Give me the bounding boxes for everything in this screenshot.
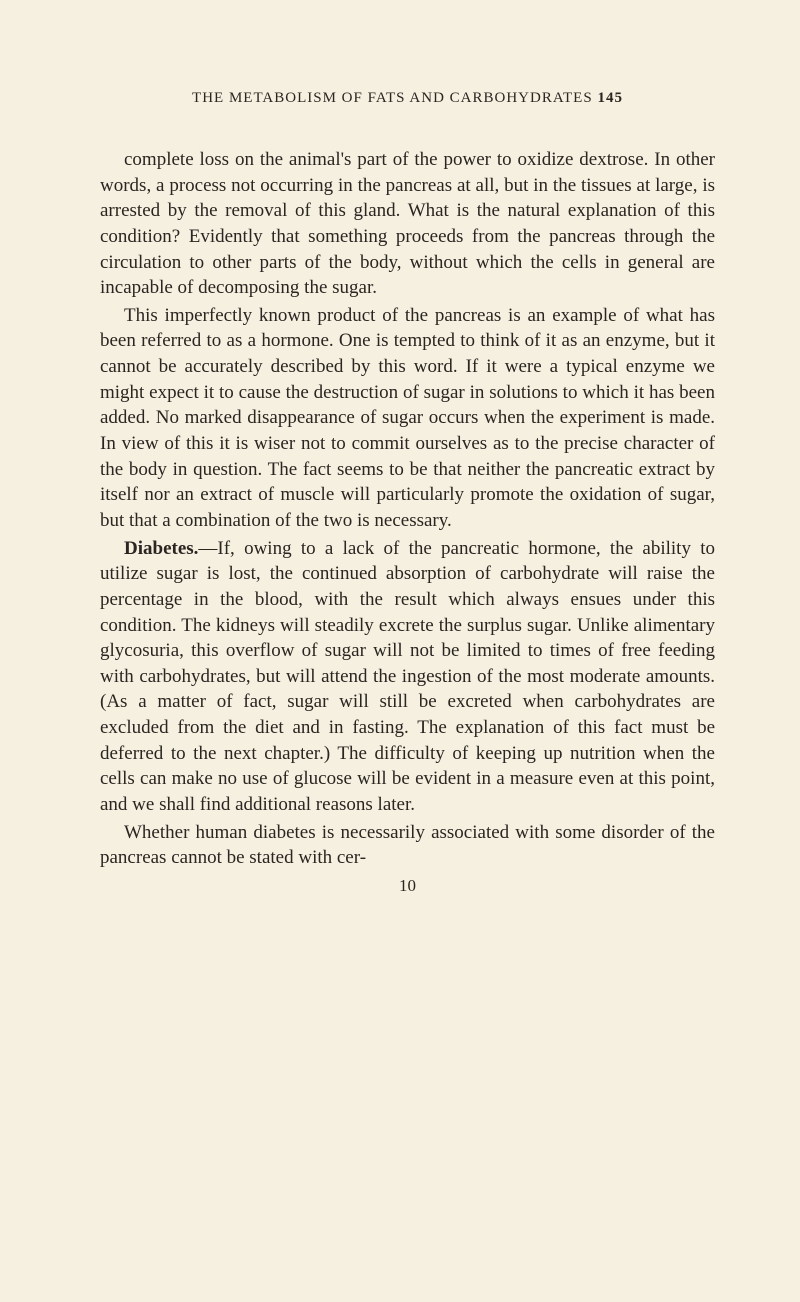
header-title: THE METABOLISM OF FATS AND CARBOHYDRATES xyxy=(192,90,593,106)
paragraph-3: Diabetes.—If, owing to a lack of the pan… xyxy=(100,536,715,818)
paragraph-4: Whether human diabetes is necessarily as… xyxy=(100,820,715,871)
footer-number: 10 xyxy=(100,875,715,898)
page-number: 145 xyxy=(597,90,623,106)
paragraph-1: complete loss on the animal's part of th… xyxy=(100,147,715,301)
paragraph-2: This imperfectly known product of the pa… xyxy=(100,303,715,534)
body-text: complete loss on the animal's part of th… xyxy=(100,147,715,898)
diabetes-term: Diabetes. xyxy=(124,538,198,559)
page-header: THE METABOLISM OF FATS AND CARBOHYDRATES… xyxy=(100,90,715,107)
paragraph-3-text: —If, owing to a lack of the pancreatic h… xyxy=(100,538,715,815)
